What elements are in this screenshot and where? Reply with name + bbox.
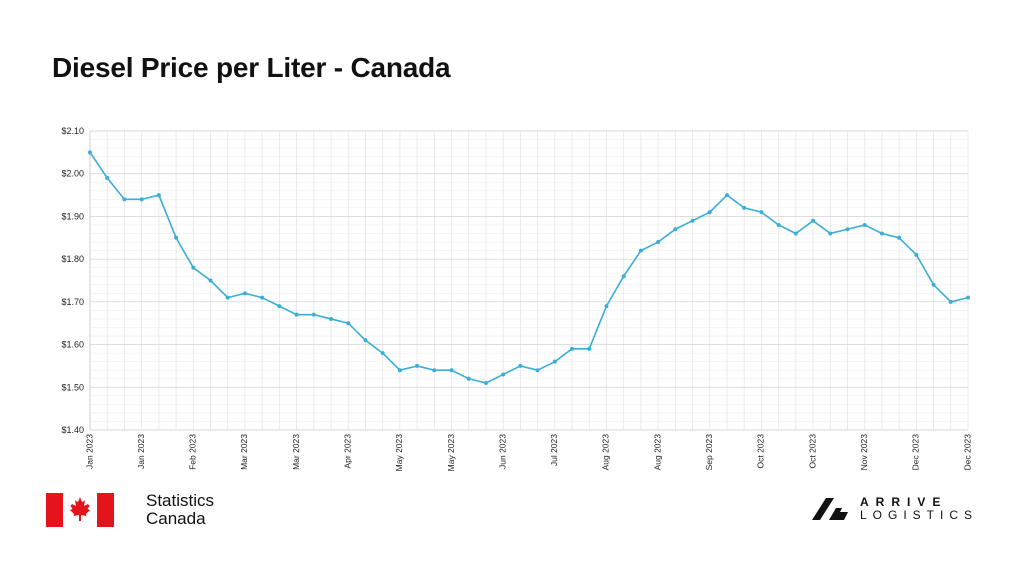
y-tick-label: $1.80 [61,254,84,264]
data-point [897,235,902,240]
data-point [501,372,506,377]
source-name-line2: Canada [146,509,206,528]
data-point [483,381,488,386]
data-point [587,346,592,351]
source-name-line1: Statistics [146,491,215,510]
series-points [88,150,970,386]
x-tick-label: May 2023 [394,434,404,472]
x-tick-label: Dec 2023 [962,434,972,471]
data-point [415,363,420,368]
data-point [139,197,144,202]
data-point [931,282,936,287]
data-point [225,295,230,300]
brand-name-line2: LOGISTICS [859,508,978,522]
data-point [759,210,764,215]
chart-grid [89,130,969,431]
x-tick-label: Apr 2023 [342,434,352,469]
y-tick-label: $1.90 [61,211,84,221]
data-point [535,368,540,373]
x-axis: Jan 2023 Jan 2023 Feb 2023 Mar 2023 Mar 2023… [84,434,972,472]
data-point [311,312,316,317]
x-tick-label: Jun 2023 [497,434,507,469]
data-point [242,291,247,296]
data-point [656,240,661,245]
data-point [724,193,729,198]
x-tick-label: Aug 2023 [652,434,662,471]
data-point [552,359,557,364]
y-tick-label: $1.60 [61,340,84,350]
y-tick-label: $2.00 [61,169,84,179]
data-point [914,252,919,257]
data-point [621,274,626,279]
x-tick-label: Dec 2023 [911,434,921,471]
data-point [432,368,437,373]
x-tick-label: Feb 2023 [188,434,198,470]
x-tick-label: May 2023 [446,434,456,472]
data-point [260,295,265,300]
data-point [277,304,282,309]
data-point [346,321,351,326]
data-point [156,193,161,198]
data-point [845,227,850,232]
y-tick-label: $1.50 [61,382,84,392]
data-point [707,210,712,215]
arrive-logo-icon [811,498,848,520]
data-point [638,248,643,253]
data-point [363,338,368,343]
x-tick-label: Mar 2023 [291,434,301,470]
data-point [208,278,213,283]
x-tick-label: Jul 2023 [549,434,559,466]
data-point [742,205,747,210]
y-tick-label: $2.10 [61,126,84,136]
data-point [294,312,299,317]
data-point [329,316,334,321]
x-tick-label: Oct 2023 [807,434,817,469]
data-point [105,175,110,180]
data-point [397,368,402,373]
data-point [811,218,816,223]
x-tick-label: Sep 2023 [704,434,714,471]
data-point [604,304,609,309]
data-point [793,231,798,236]
data-point [690,218,695,223]
x-tick-label: Jan 2023 [136,434,146,469]
data-point [122,197,127,202]
x-tick-label: Jan 2023 [84,434,94,469]
y-axis: $1.40 $1.50 $1.60 $1.70 $1.80 $1.90 $2.00 $2.10 [61,126,84,435]
data-point [570,346,575,351]
data-point [828,231,833,236]
x-tick-label: Nov 2023 [859,434,869,471]
y-tick-label: $1.40 [61,425,84,435]
chart-title: Diesel Price per Liter - Canada [52,52,451,83]
data-point [776,222,781,227]
series-line [89,151,969,384]
data-point [673,227,678,232]
brand-name-line1: ARRIVE [859,495,948,509]
data-point [191,265,196,270]
data-point [966,295,970,300]
data-point [518,363,523,368]
y-tick-label: $1.70 [61,297,84,307]
x-tick-label: Aug 2023 [601,434,611,471]
data-point [174,235,179,240]
data-point [879,231,884,236]
statistics-canada-logo: Statistics Canada [46,492,214,528]
data-point [449,368,454,373]
canada-flag-icon [46,493,114,527]
data-point [380,351,385,356]
data-point [88,150,92,155]
data-point [466,376,471,381]
arrive-logistics-logo: ARRIVE LOGISTICS [810,496,978,522]
data-point [862,222,867,227]
data-point [948,299,953,304]
x-tick-label: Oct 2023 [756,434,766,469]
x-tick-label: Mar 2023 [239,434,249,470]
